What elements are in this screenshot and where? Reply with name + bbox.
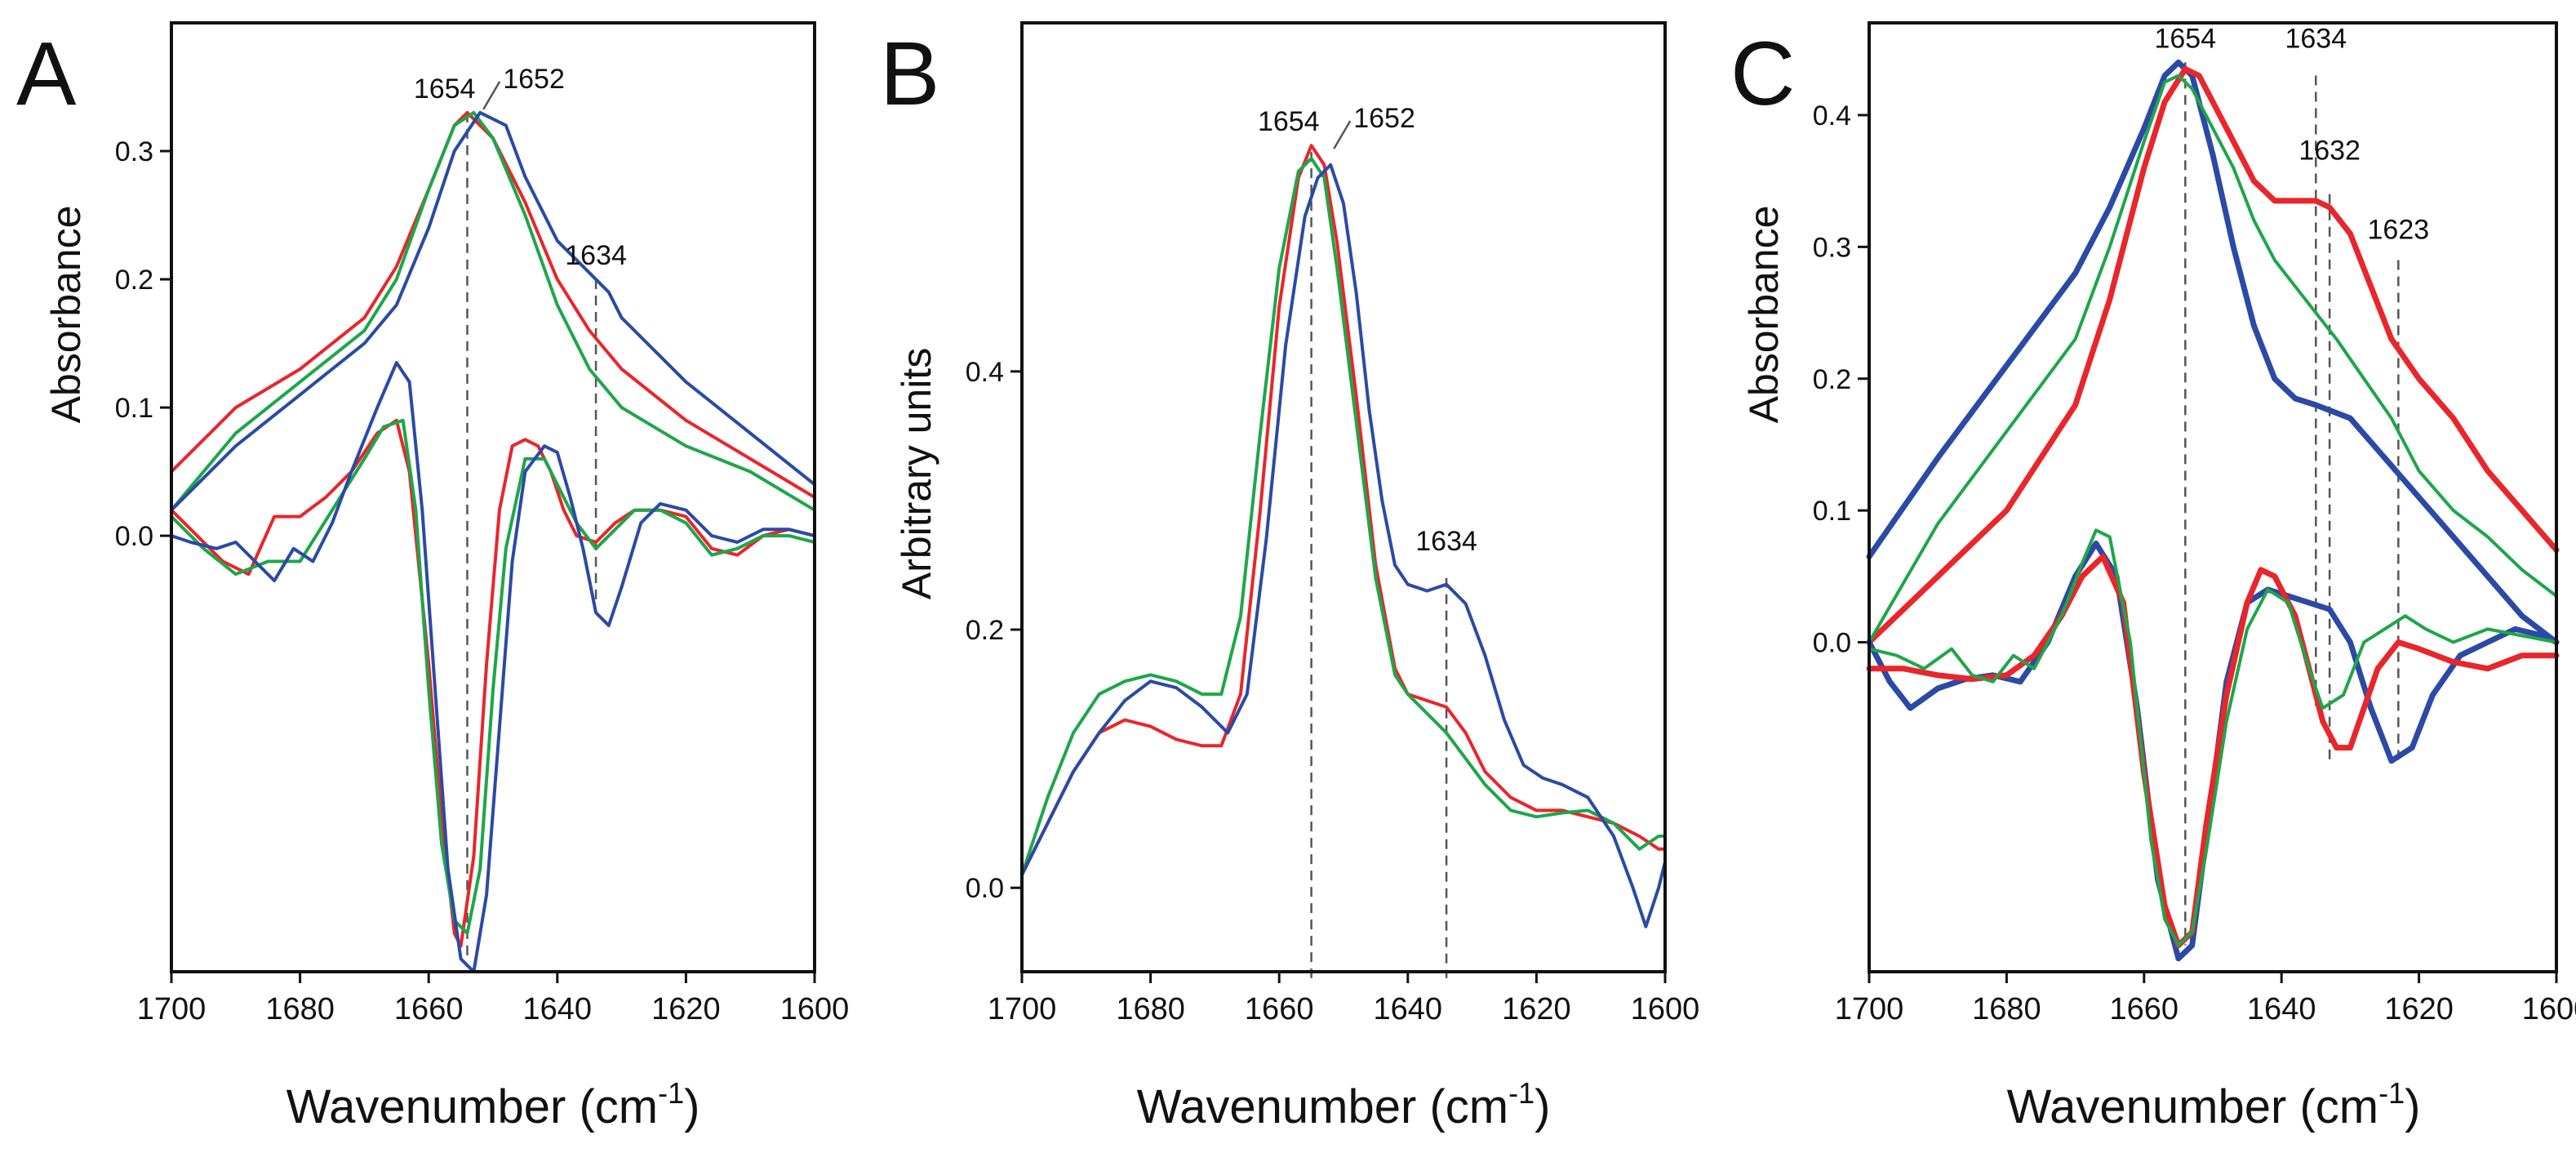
y-tick-label: 0.4: [966, 357, 1004, 388]
x-tick-label: 1700: [1835, 992, 1904, 1026]
annotation-labels: 1654 1652 1634: [414, 64, 627, 271]
series-line-blue: [170, 361, 816, 973]
y-tick-label: 0.2: [1813, 364, 1851, 395]
x-tick-label: 1640: [523, 992, 593, 1026]
series-line-green: [1868, 73, 2558, 644]
x-tick-label: 1620: [651, 992, 721, 1026]
x-axis-ticks: 1700 1680 1660 1640 1620 1600: [988, 972, 1700, 1026]
peak-label: 1634: [1415, 526, 1477, 557]
peak-label: 1654: [414, 73, 476, 105]
plot-frame: [170, 21, 816, 973]
y-axis-ticks: 0.0 0.1 0.2 0.3: [115, 136, 171, 552]
panel-a: A 0.00.10.20.3 1700 1680 1660 1640 1620 1600 …: [16, 21, 850, 1133]
x-tick-label: 1680: [1116, 992, 1185, 1026]
series-line-blue: [1866, 541, 2560, 962]
x-tick-label: 1640: [2247, 992, 2316, 1026]
peak-label: 1634: [2285, 23, 2347, 54]
annotation-labels: 1654 1652 1634: [1258, 103, 1477, 557]
peak-label: 1652: [503, 64, 565, 95]
plot-frame: [1020, 21, 1667, 973]
annotation-labels: 1654 1634 1632 1623: [2154, 23, 2429, 245]
x-axis-ticks: 1700 1680 1660 1640 1620 1600: [137, 972, 850, 1026]
x-tick-label: 1660: [1245, 992, 1314, 1026]
series-group: [1020, 144, 1667, 928]
annotation-leader-line: [482, 81, 501, 110]
x-tick-label: 1600: [780, 992, 850, 1026]
x-tick-label: 1680: [265, 992, 335, 1026]
series-line-red: [1866, 554, 2560, 949]
x-tick-label: 1600: [1631, 992, 1700, 1026]
y-axis-label: Absorbance: [1741, 206, 1787, 424]
series-line-red: [1020, 144, 1667, 877]
y-tick-label: 0.3: [115, 136, 153, 167]
peak-label: 1632: [2298, 136, 2361, 167]
peak-label: 1652: [1353, 103, 1415, 134]
x-axis-label: Wavenumber (cm-1): [286, 1076, 700, 1133]
peak-label: 1634: [565, 240, 627, 271]
y-axis-label: Arbitrary units: [894, 348, 939, 599]
series-group: [170, 110, 816, 973]
x-tick-label: 1640: [1374, 992, 1443, 1026]
y-tick-label: 0.4: [1813, 100, 1851, 131]
y-axis-label: Absorbance: [43, 206, 89, 424]
y-tick-label: 0.0: [966, 873, 1004, 904]
series-line-blue: [170, 110, 816, 512]
plot-frame: [1868, 21, 2558, 973]
series-line-red: [170, 418, 816, 948]
x-tick-label: 1660: [394, 992, 464, 1026]
x-tick-label: 1660: [2110, 992, 2179, 1026]
panel-b: B 0.0 0.2 0.4 1700 1680 1660 1640 1620 1600 165…: [880, 21, 1700, 1133]
x-axis-label: Wavenumber (cm-1): [2007, 1076, 2421, 1133]
y-tick-label: 0.1: [115, 393, 153, 424]
panel-label: C: [1730, 24, 1795, 124]
y-tick-label: 0.2: [115, 265, 153, 296]
series-line-green: [1020, 157, 1667, 877]
x-tick-label: 1600: [2522, 992, 2576, 1026]
annotation-guides: [2184, 62, 2400, 946]
peak-label: 1623: [2368, 214, 2430, 245]
series-line-green: [1868, 528, 2558, 947]
x-tick-label: 1620: [2384, 992, 2454, 1026]
x-tick-label: 1620: [1502, 992, 1571, 1026]
series-line-blue: [1020, 162, 1667, 928]
peak-label: 1654: [2154, 23, 2216, 54]
x-tick-label: 1700: [988, 992, 1057, 1026]
y-tick-label: 0.0: [115, 521, 153, 552]
x-axis-ticks: 1700 1680 1660 1640 1620 1600: [1835, 972, 2576, 1026]
panel-label: A: [16, 24, 77, 124]
annotation-guides: [1310, 120, 1448, 978]
series-line-red: [170, 110, 816, 499]
series-line-blue: [1866, 59, 2560, 645]
panel-c: C 0.0 0.1 0.2 0.3 0.4 1700 1680 1660 1640 1620 16…: [1730, 21, 2576, 1133]
y-tick-label: 0.1: [1813, 496, 1851, 527]
y-tick-label: 0.2: [966, 615, 1004, 646]
x-tick-label: 1700: [137, 992, 207, 1026]
y-tick-label: 0.0: [1813, 628, 1851, 659]
x-axis-label: Wavenumber (cm-1): [1137, 1076, 1551, 1133]
series-line-green: [170, 418, 816, 935]
series-group: [1866, 59, 2560, 962]
y-axis-ticks: 0.0 0.1 0.2 0.3 0.4: [1813, 100, 1869, 659]
series-line-green: [170, 110, 816, 512]
y-tick-label: 0.3: [1813, 232, 1851, 263]
series-line-red: [1866, 66, 2560, 645]
y-axis-ticks: 0.0 0.2 0.4: [966, 357, 1022, 904]
panel-label: B: [880, 24, 939, 124]
peak-label: 1654: [1258, 106, 1320, 137]
annotation-leader-line: [1333, 120, 1352, 149]
x-tick-label: 1680: [1972, 992, 2041, 1026]
